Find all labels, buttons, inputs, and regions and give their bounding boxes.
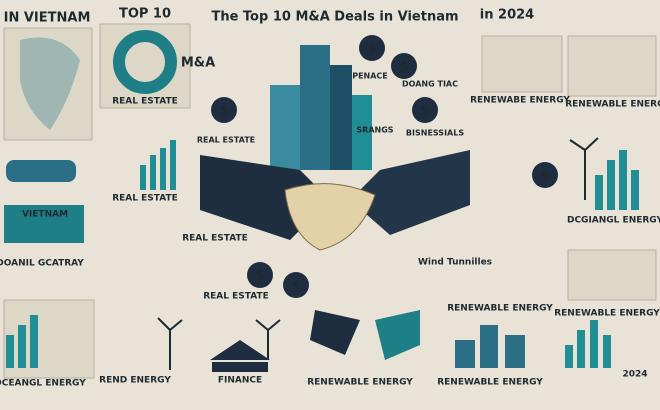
label: VIETNAM xyxy=(22,210,68,220)
label: RENEWABLE ENERGY xyxy=(554,309,660,319)
label: M&A xyxy=(181,56,215,71)
label: REAL ESTATE xyxy=(112,97,178,107)
label: RENEWABE ENERGY xyxy=(470,96,570,106)
label: BISNESSIALS xyxy=(406,129,464,138)
dollar-sign: $ xyxy=(420,104,429,119)
dollar-sign: $ xyxy=(291,279,300,294)
dollar-sign: $ xyxy=(367,42,376,57)
car xyxy=(6,160,76,182)
dollar-circle xyxy=(247,262,273,288)
dollar-sign: $ xyxy=(219,104,228,119)
label: FINANCE xyxy=(218,376,262,386)
bank-icon xyxy=(210,340,270,372)
map xyxy=(20,37,80,130)
label: 2024 xyxy=(622,370,647,380)
small-handshake xyxy=(310,310,420,360)
dollar-circle xyxy=(412,97,438,123)
label: DOANG TIAC xyxy=(402,80,458,89)
labels: REAL ESTATE PENACE REAL ESTATE DOANG TIAC SR… xyxy=(0,56,660,389)
dollar-circle xyxy=(283,272,309,298)
wind-turbines xyxy=(157,137,599,370)
label: DCEANGL ENERGY xyxy=(0,379,86,389)
dollar-sign: $ xyxy=(540,169,549,184)
dollar-circle xyxy=(359,35,385,61)
label: REND ENERGY xyxy=(99,376,171,386)
buildings xyxy=(270,45,372,170)
label: Wind Tunnilles xyxy=(418,258,492,268)
label: SRANGS xyxy=(356,126,393,135)
donut-chart xyxy=(113,30,177,94)
dollar-circle xyxy=(211,97,237,123)
handshake xyxy=(200,150,470,251)
bar-icons xyxy=(6,140,639,368)
top-left-heading: IN VIETNAM xyxy=(4,11,91,26)
label: RENEWABLE ENERGY xyxy=(307,378,413,388)
dollar-circle xyxy=(532,162,558,188)
truck xyxy=(4,205,84,243)
label: RENEWABLE ENERGY xyxy=(447,304,553,314)
dollar-sign: $ xyxy=(255,269,264,284)
label: RENEWABLE ENERGY xyxy=(565,100,660,110)
label: DCGIANGL ENERGY xyxy=(567,216,660,226)
label: REAL ESTATE xyxy=(197,136,255,145)
label: REAL ESTATE xyxy=(112,194,178,204)
dollar-circle xyxy=(391,53,417,79)
panels xyxy=(3,23,657,379)
label: DOANIL GCATRAY xyxy=(0,259,84,269)
title: The Top 10 M&A Deals in Vietnam xyxy=(211,10,458,25)
label: RENEWABLE ENERGY xyxy=(437,378,543,388)
label: REAL ESTATE xyxy=(203,292,269,302)
top-label: TOP 10 xyxy=(119,7,171,22)
year-heading: in 2024 xyxy=(480,8,534,23)
label: PENACE xyxy=(352,72,388,81)
dollar-sign: $ xyxy=(399,60,408,75)
label: REAL ESTATE xyxy=(182,234,248,244)
dollar-icons: $ $ $ $ $ $ $ xyxy=(211,35,558,298)
